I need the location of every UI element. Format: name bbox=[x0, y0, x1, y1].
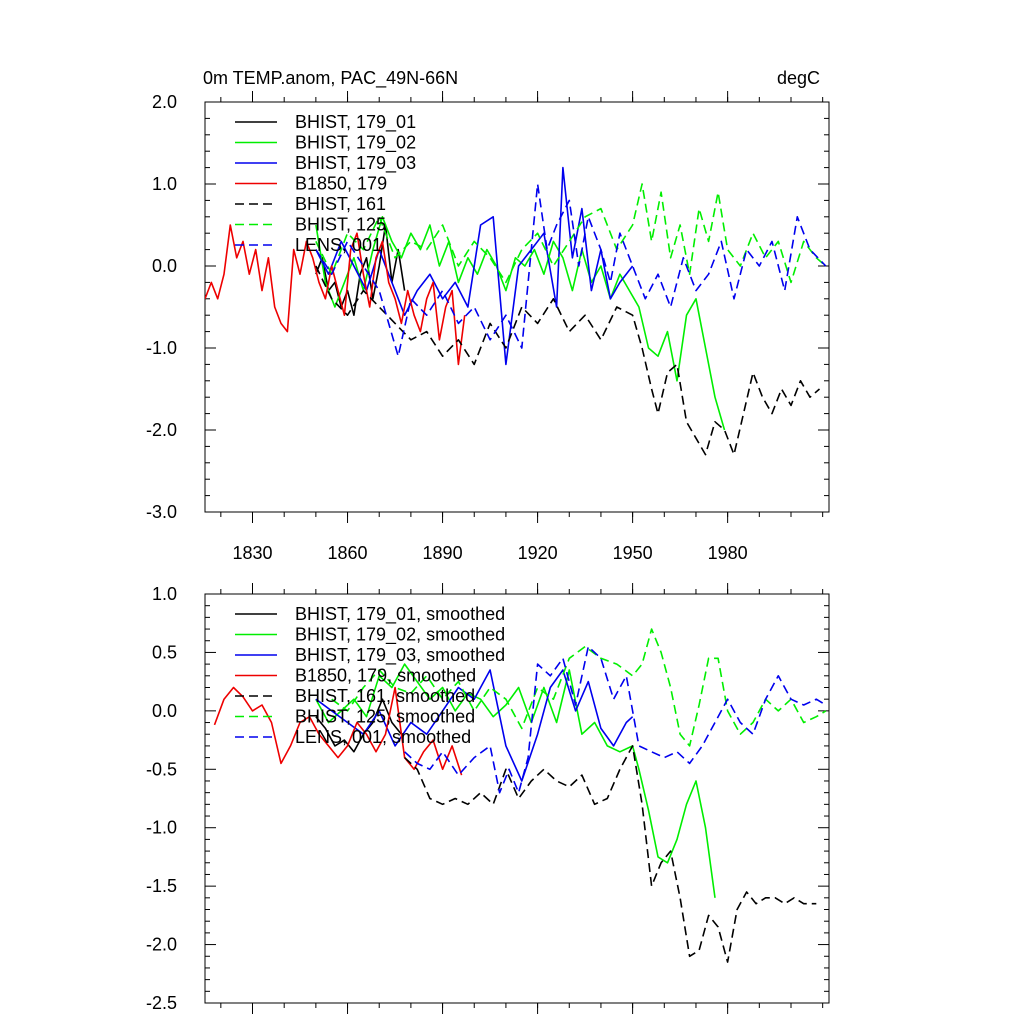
y-tick-label: 1.0 bbox=[152, 174, 177, 194]
x-tick-label: 1890 bbox=[423, 543, 463, 563]
series-line bbox=[213, 686, 463, 776]
series-group bbox=[213, 628, 827, 963]
legend-label: BHIST, 161 bbox=[295, 194, 386, 214]
series-line bbox=[315, 166, 634, 366]
y-tick-label: 0.0 bbox=[152, 256, 177, 276]
plot-frame bbox=[204, 101, 830, 513]
series-line bbox=[315, 183, 827, 358]
series-line bbox=[315, 698, 403, 753]
legend-label: BHIST, 125, smoothed bbox=[295, 707, 475, 727]
x-tick-label: 1830 bbox=[232, 543, 272, 563]
x-tick-label: 1950 bbox=[613, 543, 653, 563]
series-line bbox=[315, 669, 634, 782]
panel-units: degC bbox=[777, 68, 820, 88]
legend-label: BHIST, 125 bbox=[295, 215, 386, 235]
panel-title: 0m TEMP.anom, PAC_49N-66N bbox=[203, 68, 458, 89]
plot-frame bbox=[204, 593, 830, 1004]
y-tick-label: -3.0 bbox=[146, 502, 177, 522]
legend-label: BHIST, 179_01 bbox=[295, 112, 416, 133]
y-tick-label: -1.0 bbox=[146, 818, 177, 838]
legend-label: BHIST, 179_02 bbox=[295, 133, 416, 154]
y-tick-label: -0.5 bbox=[146, 759, 177, 779]
y-tick-label: -1.5 bbox=[146, 876, 177, 896]
legend-label: B1850, 179, smoothed bbox=[295, 666, 476, 686]
series-line bbox=[315, 224, 406, 317]
x-tick-label: 1920 bbox=[518, 543, 558, 563]
legend-label: LENS, 001, smoothed bbox=[295, 727, 471, 747]
legend-label: B1850, 179 bbox=[295, 174, 387, 194]
bottom-panel: 1.0 0.5 0.0 -0.5 -1.0 -1.5 -2.0 -2.5 BHIST, 179_… bbox=[146, 583, 830, 1014]
legend-label: BHIST, 179_01, smoothed bbox=[295, 604, 505, 625]
legend-label: BHIST, 161, smoothed bbox=[295, 686, 475, 706]
y-tick-label: 0.0 bbox=[152, 701, 177, 721]
series-line bbox=[331, 628, 827, 747]
legend-label: BHIST, 179_03, smoothed bbox=[295, 645, 505, 666]
legend-label: BHIST, 179_02, smoothed bbox=[295, 625, 505, 646]
series-line bbox=[205, 224, 466, 366]
series-line bbox=[315, 216, 726, 431]
series-line bbox=[404, 645, 827, 794]
x-tick-label: 1860 bbox=[328, 543, 368, 563]
legend-label: LENS, 001 bbox=[295, 235, 382, 255]
y-tick-label: 1.0 bbox=[152, 584, 177, 604]
legend-label: BHIST, 179_03 bbox=[295, 153, 416, 174]
y-tick-label: -1.0 bbox=[146, 338, 177, 358]
series-group bbox=[205, 166, 827, 456]
series-line bbox=[315, 183, 827, 284]
y-tick-label: -2.0 bbox=[146, 420, 177, 440]
y-tick-label: -2.5 bbox=[146, 993, 177, 1013]
series-line bbox=[404, 745, 817, 963]
top-panel: 0m TEMP.anom, PAC_49N-66N degC 2.0 1.0 0.0… bbox=[146, 68, 830, 563]
y-tick-label: -2.0 bbox=[146, 935, 177, 955]
y-tick-label: 2.0 bbox=[152, 92, 177, 112]
y-tick-label: 0.5 bbox=[152, 642, 177, 662]
x-tick-label: 1980 bbox=[708, 543, 748, 563]
series-line bbox=[315, 265, 821, 456]
